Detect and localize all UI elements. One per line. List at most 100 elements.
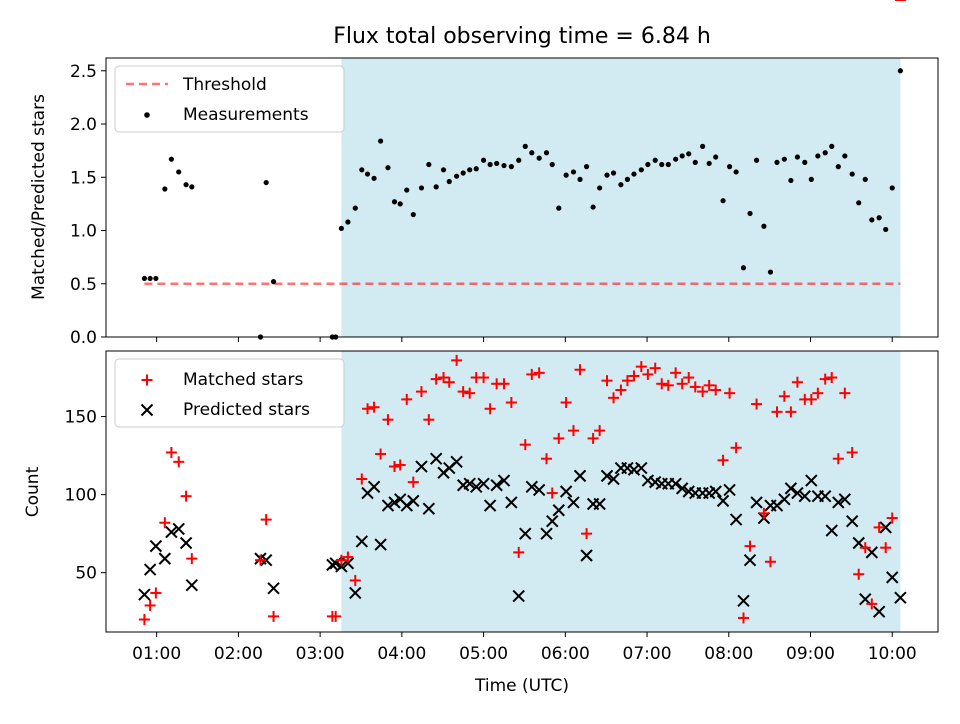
matched-star-point — [268, 610, 280, 622]
x-tick-label: 09:00 — [786, 644, 835, 664]
x-marker-b — [143, 563, 157, 576]
predicted-star-point — [559, 485, 573, 498]
predicted-star-point — [627, 463, 641, 476]
matched-star-point — [401, 393, 413, 405]
bottom-x-ticks: 01:00 02:00 03:00 04:00 05:00 06:00 07:00 08:00… — [132, 632, 917, 664]
measurement-point — [410, 211, 416, 218]
x-marker-b — [158, 552, 172, 565]
measurement-point — [563, 172, 569, 178]
predicted-star-point — [798, 489, 811, 503]
matched-star-point — [873, 521, 885, 533]
matched-star-point — [635, 361, 647, 373]
measurement-point — [856, 200, 862, 206]
x-marker-b — [483, 499, 497, 512]
predicted-star-point — [852, 536, 865, 550]
x-marker-b — [635, 461, 648, 475]
legend-matched-stars-label: Matched stars — [183, 370, 303, 390]
matched-star-point — [724, 387, 736, 399]
measurement-point — [418, 185, 425, 191]
predicted-star-point — [845, 514, 859, 528]
x-marker-b — [341, 557, 355, 570]
measurement-point — [692, 159, 698, 165]
top-panel: 0.0 0.5 1.0 1.5 2.0 2.5 Matched/Predicted sta… — [29, 57, 939, 348]
top-y-ticks: 0.0 0.5 1.0 1.5 2.0 2.5 — [70, 62, 106, 348]
x-marker-b — [374, 538, 387, 551]
matched-star-point — [165, 446, 177, 458]
measurement-point — [659, 161, 665, 168]
x-marker-b — [894, 591, 907, 604]
predicted-star-point — [349, 586, 362, 600]
top-legend-box — [114, 65, 345, 133]
x-marker-b — [394, 493, 407, 506]
predicted-star-point — [600, 469, 614, 483]
predicted-stars-points — [138, 452, 907, 618]
measurement-point — [638, 167, 644, 173]
matched-star-point — [819, 373, 831, 385]
matched-star-point — [676, 378, 688, 390]
bottom-y-ticks: 50 100 150 — [65, 408, 106, 584]
measurement-point — [385, 165, 391, 171]
x-marker-b — [388, 496, 401, 509]
measurement-point — [522, 143, 528, 149]
x-tick-label: 03:00 — [296, 644, 345, 664]
x-marker-b — [709, 485, 722, 498]
legend-measurements-label: Measurements — [183, 105, 309, 125]
x-marker-b — [512, 589, 525, 603]
matched-star-point — [443, 376, 455, 388]
measurement-point — [767, 269, 774, 275]
measurement-point — [378, 138, 384, 144]
predicted-star-point — [778, 493, 791, 506]
matched-star-point — [805, 393, 817, 405]
measurement-point — [781, 156, 787, 162]
predicted-star-point — [723, 483, 736, 497]
predicted-star-point — [400, 499, 413, 512]
matched-star-point — [438, 372, 450, 384]
measurement-point — [480, 157, 487, 163]
measurement-point — [829, 143, 835, 149]
matched-star-point — [144, 599, 156, 611]
measurement-point — [753, 157, 760, 163]
matched-star-point — [846, 446, 858, 458]
matched-star-point — [356, 473, 368, 485]
x-marker-b — [607, 472, 620, 486]
measurement-point — [652, 157, 658, 163]
measurement-point — [706, 160, 712, 167]
x-marker-b — [172, 522, 185, 536]
x-marker-b — [400, 499, 413, 512]
predicted-star-point — [505, 496, 518, 509]
bottom-axes-frame — [105, 350, 939, 633]
matched-star-point — [730, 442, 742, 454]
measurement-point — [397, 201, 403, 207]
matched-star-point — [567, 425, 579, 437]
measurement-point — [720, 198, 726, 204]
matched-star-point — [703, 379, 715, 391]
matched-star-point — [866, 598, 878, 610]
measurement-point — [433, 184, 439, 190]
matched-star-point — [186, 553, 198, 565]
predicted-star-point — [259, 553, 273, 567]
x-marker-b — [259, 553, 273, 567]
x-marker-b — [335, 560, 348, 573]
predicted-star-point — [894, 591, 907, 604]
predicted-star-point — [709, 485, 722, 498]
x-marker-b — [567, 496, 580, 509]
chart-title: Flux total observing time = 6.84 h — [333, 24, 711, 49]
matched-star-point — [683, 372, 695, 384]
measurement-point — [883, 226, 889, 233]
measurement-point — [141, 275, 148, 282]
measurement-point — [618, 182, 624, 188]
x-marker-b — [621, 461, 634, 475]
measurement-point — [673, 156, 679, 162]
predicted-star-point — [641, 474, 655, 487]
x-marker-b — [669, 477, 682, 490]
matched-star-point — [478, 372, 490, 384]
matched-star-point — [812, 387, 824, 399]
x-marker-b — [723, 483, 736, 497]
measurement-point — [713, 154, 719, 160]
matched-star-point — [375, 448, 387, 460]
x-axis-label: Time (UTC) — [474, 676, 569, 696]
x-tick-label: 07:00 — [623, 644, 672, 664]
matched-star-point — [342, 551, 354, 563]
x-marker-b — [845, 514, 859, 528]
x-marker-b — [477, 477, 490, 490]
